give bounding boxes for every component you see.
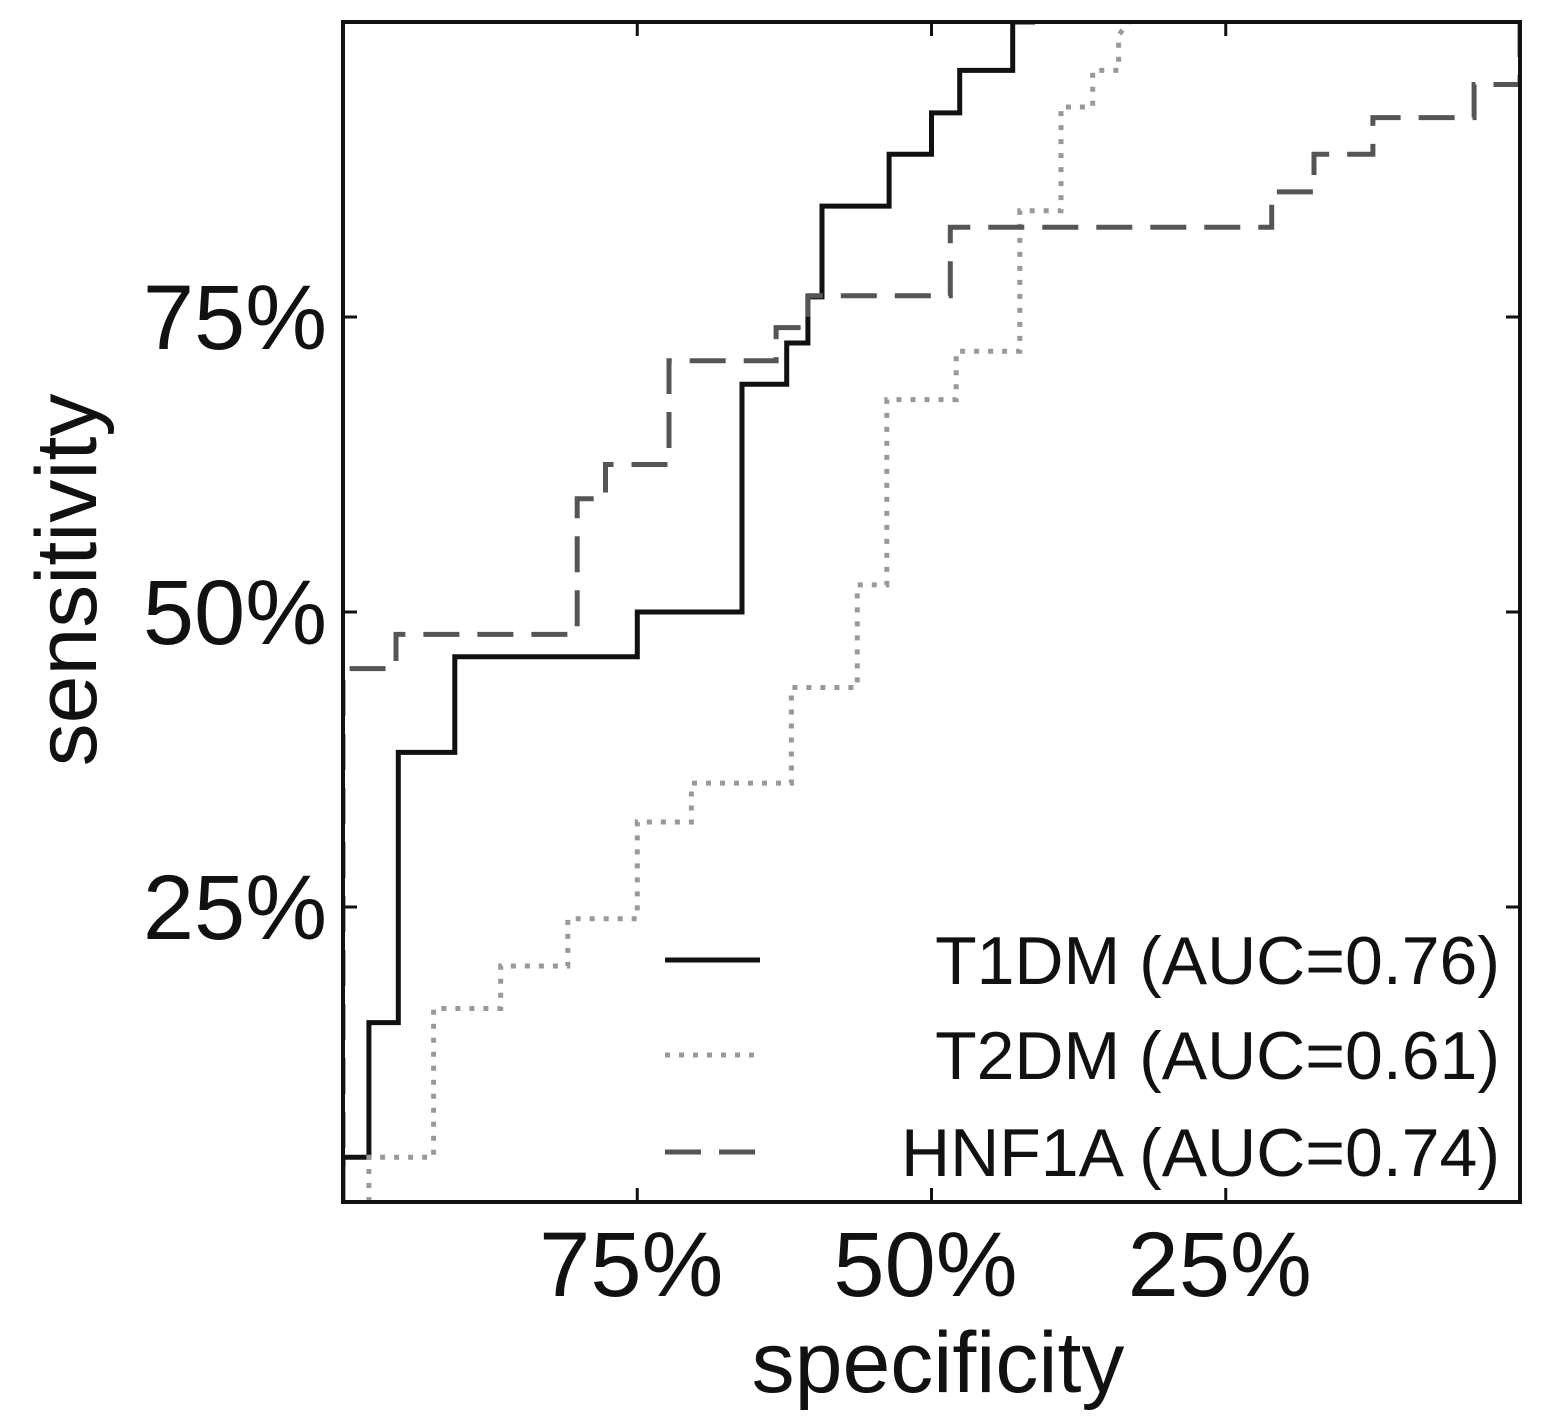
labels-layer: specificity sensitivity bbox=[19, 394, 1124, 1411]
ticks-layer: 25% 50% 75% 75% 50% 25% bbox=[143, 22, 1520, 1316]
y-tick-label-50: 50% bbox=[143, 562, 327, 664]
series-layer bbox=[343, 22, 1520, 1202]
legend-label-t2dm: T2DM (AUC=0.61) bbox=[935, 1018, 1500, 1094]
x-tick-label-25: 25% bbox=[1128, 1214, 1312, 1316]
series-line-t1dm bbox=[343, 22, 1036, 1202]
x-tick-label-50: 50% bbox=[833, 1214, 1017, 1316]
series-line-t2dm bbox=[366, 22, 1132, 1202]
x-axis-label: specificity bbox=[752, 1315, 1125, 1411]
y-tick-label-25: 25% bbox=[143, 857, 327, 959]
x-tick-label-75: 75% bbox=[539, 1214, 723, 1316]
legend-label-hnf1a: HNF1A (AUC=0.74) bbox=[901, 1115, 1500, 1191]
legend: T1DM (AUC=0.76) T2DM (AUC=0.61) HNF1A (AUC… bbox=[665, 923, 1500, 1191]
y-tick-label-75: 75% bbox=[143, 267, 327, 369]
legend-label-t1dm: T1DM (AUC=0.76) bbox=[935, 923, 1500, 999]
series-line-hnf1a bbox=[343, 22, 1520, 1202]
y-axis-label: sensitivity bbox=[19, 394, 115, 767]
